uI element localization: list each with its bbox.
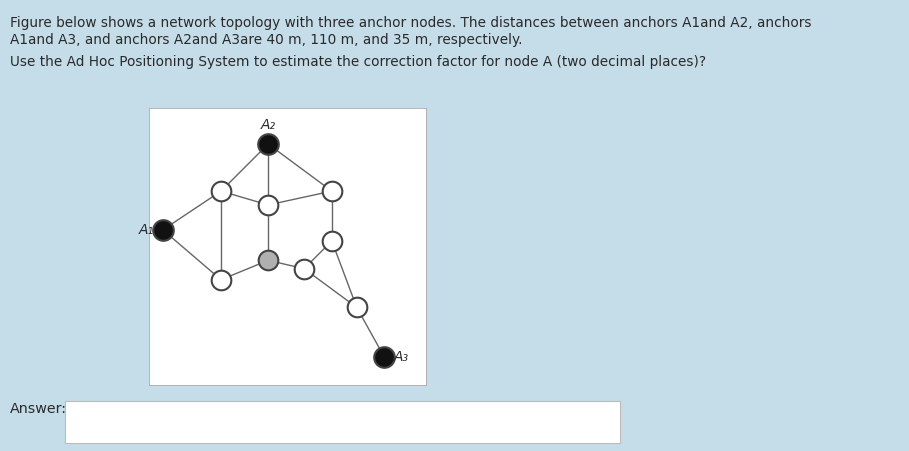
Text: A₂: A₂ <box>261 118 275 132</box>
Text: Use the Ad Hoc Positioning System to estimate the correction factor for node A (: Use the Ad Hoc Positioning System to est… <box>10 55 706 69</box>
Point <box>155 226 170 234</box>
Point <box>325 188 339 195</box>
Point <box>349 304 364 311</box>
Point <box>261 201 275 208</box>
FancyBboxPatch shape <box>65 401 620 443</box>
Text: A1and A3, and anchors A2and A3are 40 m, 110 m, and 35 m, respectively.: A1and A3, and anchors A2and A3are 40 m, … <box>10 33 523 47</box>
Text: A₁: A₁ <box>139 223 154 237</box>
Text: A₃: A₃ <box>394 350 409 364</box>
Text: Answer:: Answer: <box>10 402 67 416</box>
Point <box>261 257 275 264</box>
Point <box>325 237 339 244</box>
Point <box>297 265 312 272</box>
Point <box>214 276 228 283</box>
Text: Figure below shows a network topology with three anchor nodes. The distances bet: Figure below shows a network topology wi… <box>10 16 812 30</box>
Point <box>377 354 392 361</box>
Point <box>261 140 275 147</box>
Point <box>214 188 228 195</box>
